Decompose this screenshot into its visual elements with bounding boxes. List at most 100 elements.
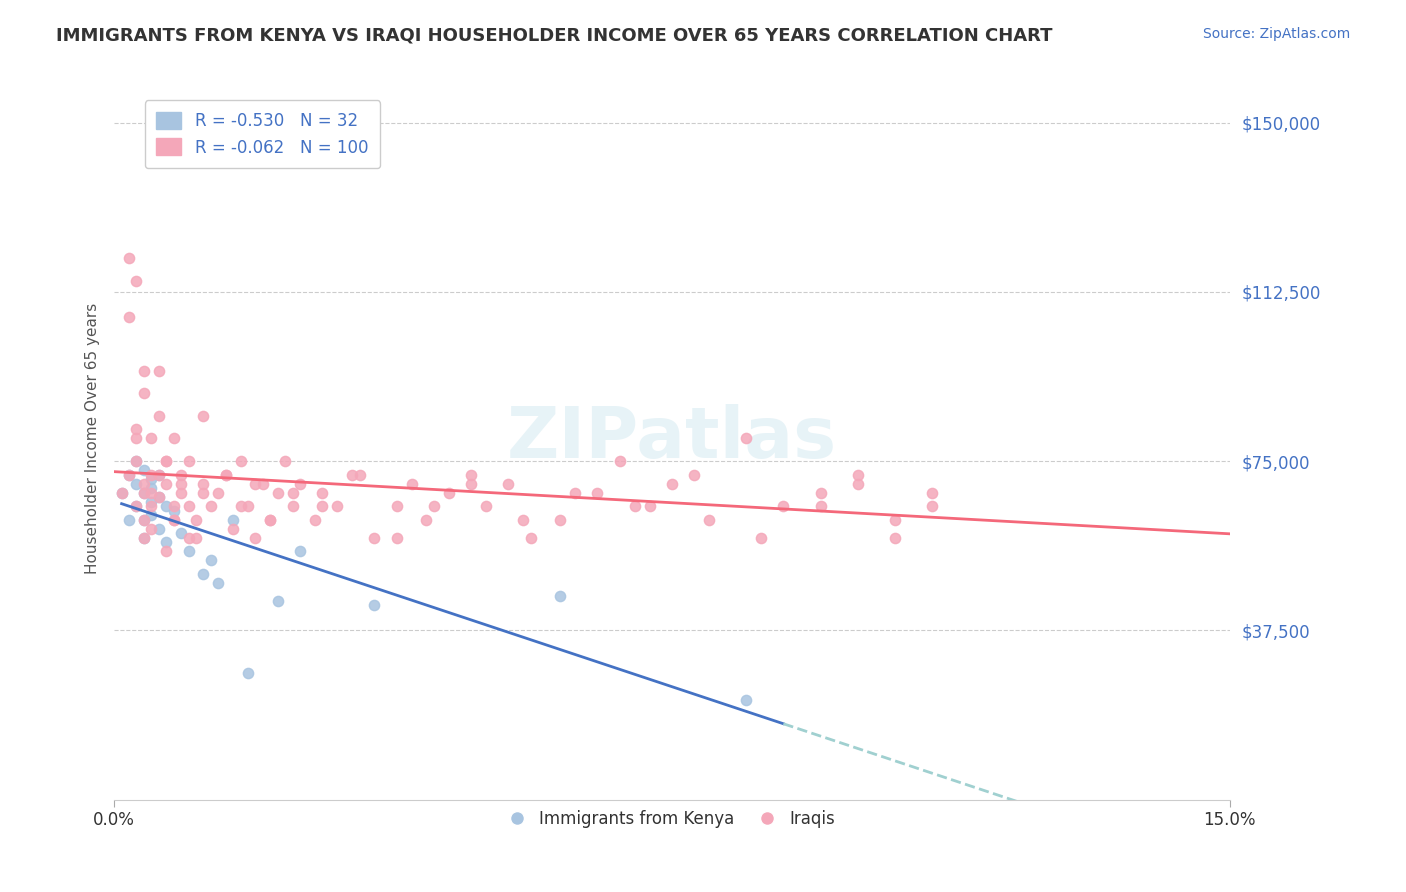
Point [884,531,907,545]
Point [697,513,720,527]
Point [281,499,304,513]
Point [564,485,586,500]
Point [921,499,943,513]
Point [267,485,290,500]
Point [141,472,163,486]
Point [311,485,333,500]
Point [326,499,349,513]
Point [207,485,229,500]
Point [125,454,148,468]
Text: IMMIGRANTS FROM KENYA VS IRAQI HOUSEHOLDER INCOME OVER 65 YEARS CORRELATION CHAR: IMMIGRANTS FROM KENYA VS IRAQI HOUSEHOLD… [56,27,1053,45]
Point [170,467,193,482]
Point [340,467,363,482]
Point [125,273,148,287]
Point [148,409,170,423]
Point [304,513,326,527]
Point [550,590,572,604]
Point [281,485,304,500]
Point [118,251,141,265]
Point [810,485,832,500]
Legend: Immigrants from Kenya, Iraqis: Immigrants from Kenya, Iraqis [502,803,842,835]
Point [132,513,155,527]
Point [111,485,134,500]
Point [245,476,267,491]
Point [193,485,215,500]
Point [229,454,252,468]
Point [423,499,446,513]
Point [155,476,177,491]
Text: Source: ZipAtlas.com: Source: ZipAtlas.com [1202,27,1350,41]
Point [177,544,200,558]
Point [252,476,274,491]
Point [125,499,148,513]
Point [141,494,163,508]
Point [132,485,155,500]
Point [609,454,631,468]
Point [177,499,200,513]
Point [141,481,163,495]
Point [193,566,215,581]
Point [163,432,186,446]
Point [163,513,186,527]
Point [170,485,193,500]
Point [193,476,215,491]
Point [735,432,758,446]
Point [132,463,155,477]
Point [132,364,155,378]
Point [661,476,683,491]
Point [415,513,437,527]
Point [683,467,706,482]
Point [846,467,869,482]
Point [141,508,163,523]
Point [236,666,259,681]
Point [125,432,148,446]
Point [207,575,229,590]
Point [125,499,148,513]
Point [125,422,148,436]
Point [177,531,200,545]
Point [200,499,222,513]
Point [267,594,290,608]
Point [215,467,238,482]
Point [148,467,170,482]
Point [184,513,207,527]
Point [512,513,534,527]
Point [163,504,186,518]
Point [236,499,259,513]
Point [132,386,155,401]
Point [155,535,177,549]
Point [288,544,311,558]
Y-axis label: Householder Income Over 65 years: Householder Income Over 65 years [86,303,100,574]
Point [132,513,155,527]
Point [846,476,869,491]
Point [215,467,238,482]
Point [155,544,177,558]
Point [921,485,943,500]
Point [111,485,134,500]
Point [437,485,460,500]
Point [193,409,215,423]
Point [125,476,148,491]
Point [245,531,267,545]
Point [177,454,200,468]
Point [363,599,385,613]
Point [349,467,371,482]
Point [401,476,423,491]
Point [132,531,155,545]
Point [184,531,207,545]
Point [170,476,193,491]
Point [735,693,758,707]
Text: ZIPatlas: ZIPatlas [506,404,837,473]
Point [810,499,832,513]
Point [141,485,163,500]
Point [118,467,141,482]
Point [141,499,163,513]
Point [475,499,498,513]
Point [155,454,177,468]
Point [141,522,163,536]
Point [460,467,482,482]
Point [385,499,408,513]
Point [586,485,609,500]
Point [141,467,163,482]
Point [519,531,541,545]
